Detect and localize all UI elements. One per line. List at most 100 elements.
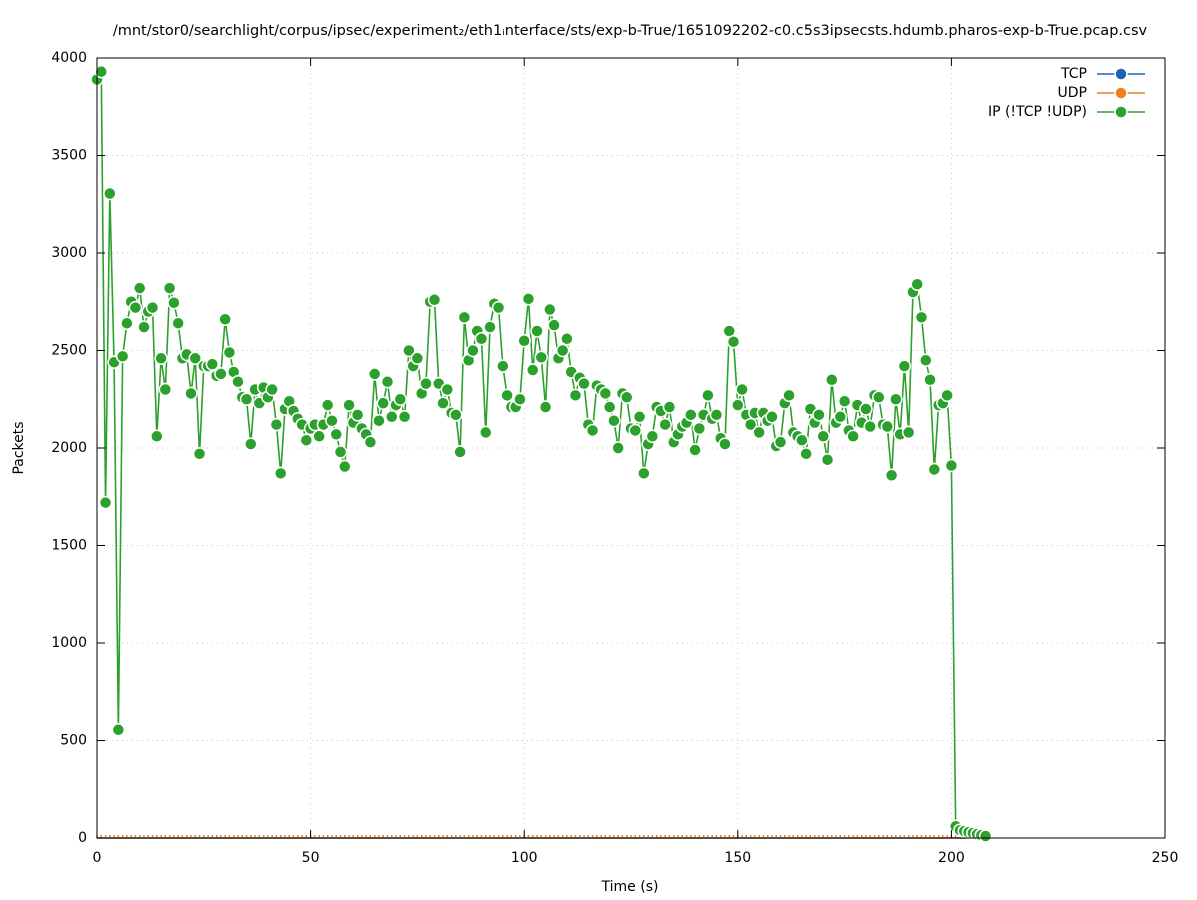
point (367, 367, 382, 381)
point (483, 320, 497, 334)
point (846, 429, 860, 444)
point (837, 394, 852, 408)
point (684, 408, 698, 422)
point (880, 419, 895, 434)
point (632, 410, 647, 424)
point (192, 447, 207, 461)
point (162, 281, 177, 295)
point (534, 350, 549, 365)
x-tick-label: 0 (93, 850, 102, 866)
point (350, 408, 365, 422)
point (154, 351, 168, 366)
point (602, 400, 617, 414)
point (598, 386, 613, 401)
point (188, 351, 203, 366)
point (137, 320, 151, 334)
point (799, 447, 813, 461)
point (273, 466, 288, 481)
point (709, 408, 724, 422)
point (923, 373, 937, 387)
point (397, 410, 412, 424)
x-tick-label: 250 (1152, 850, 1179, 866)
point (239, 392, 254, 406)
legend-label: IP (!TCP !UDP) (988, 104, 1087, 120)
point (611, 441, 625, 455)
point (474, 332, 489, 346)
point (222, 345, 237, 360)
point (820, 452, 835, 467)
point (517, 334, 531, 348)
point (500, 388, 514, 403)
point (701, 388, 715, 403)
point (269, 417, 284, 432)
point (543, 302, 557, 317)
point (688, 443, 702, 457)
point (436, 396, 450, 410)
point (115, 349, 130, 364)
point (111, 723, 126, 737)
point (940, 388, 954, 403)
y-tick-label: 3500 (51, 148, 87, 164)
point (393, 392, 408, 406)
point (128, 300, 143, 315)
legend-label: UDP (1058, 85, 1087, 101)
point (218, 312, 232, 327)
point (577, 376, 591, 391)
point (457, 310, 472, 325)
point (884, 468, 899, 483)
point (184, 386, 198, 401)
point (333, 445, 348, 459)
point (914, 310, 929, 325)
point (312, 429, 326, 444)
point (98, 495, 113, 510)
point (765, 410, 779, 424)
point (538, 400, 553, 414)
point (718, 437, 732, 451)
point (171, 316, 185, 330)
point (735, 382, 749, 397)
point (94, 64, 109, 79)
point (496, 359, 510, 373)
point (645, 429, 660, 444)
point (513, 392, 527, 406)
point (329, 427, 343, 442)
point (910, 277, 924, 291)
point (145, 300, 160, 315)
point (662, 400, 677, 414)
point (726, 334, 741, 349)
point (231, 374, 245, 389)
point (479, 425, 493, 440)
point (752, 425, 766, 440)
point (555, 343, 570, 358)
y-axis-label: Packets (11, 421, 27, 474)
point (944, 458, 959, 473)
point (863, 419, 877, 434)
point (372, 413, 386, 428)
point (427, 293, 442, 307)
point (325, 413, 339, 428)
point (743, 417, 758, 432)
point (692, 421, 707, 436)
point (380, 374, 395, 389)
point (889, 392, 903, 406)
point (897, 359, 912, 373)
point (402, 343, 416, 358)
point (410, 351, 425, 366)
point (265, 382, 279, 397)
point (299, 433, 314, 447)
series-line (96, 68, 986, 837)
point (628, 423, 643, 438)
point (547, 318, 561, 332)
x-tick-label: 100 (511, 850, 538, 866)
point (103, 186, 117, 201)
point (214, 367, 228, 381)
y-tick-label: 2000 (51, 440, 87, 456)
y-tick-label: 3000 (51, 245, 87, 261)
y-tick-label: 2500 (51, 343, 87, 359)
point (440, 382, 455, 397)
y-tick-label: 500 (60, 733, 87, 749)
legend-label: TCP (1060, 66, 1087, 82)
y-tick-label: 1000 (51, 635, 87, 651)
